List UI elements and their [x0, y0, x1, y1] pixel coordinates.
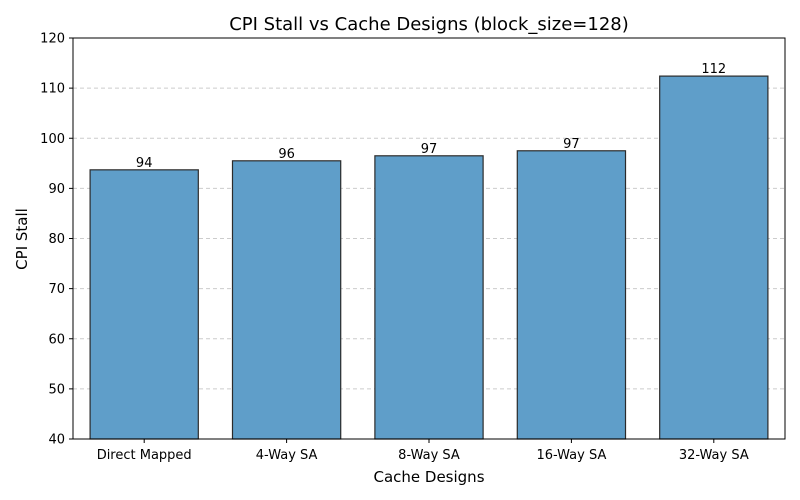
chart-title: CPI Stall vs Cache Designs (block_size=1… — [229, 14, 629, 35]
x-tick-label: 8-Way SA — [398, 448, 460, 463]
data-labels: 94 96 97 97 112 — [136, 62, 726, 171]
bar-4-way-sa — [231, 160, 342, 440]
y-tick-label: 50 — [48, 382, 65, 397]
bars — [89, 75, 769, 440]
y-tick-label: 40 — [48, 433, 65, 448]
y-tick-label: 70 — [48, 282, 65, 297]
y-tick-label: 120 — [40, 32, 65, 47]
y-tick-label: 90 — [48, 182, 65, 197]
y-tick-label: 110 — [40, 82, 65, 97]
x-axis-label: Cache Designs — [373, 468, 484, 486]
x-tick-label: 32-Way SA — [679, 448, 749, 463]
bar-32-way-sa — [659, 75, 769, 440]
data-label: 94 — [136, 156, 153, 171]
y-tick-label: 100 — [40, 132, 65, 147]
y-axis-label: CPI Stall — [13, 208, 31, 270]
x-axis-ticks: Direct Mapped 4-Way SA 8-Way SA 16-Way SA 32… — [97, 439, 749, 463]
x-tick-label: 4-Way SA — [256, 448, 318, 463]
data-label: 96 — [278, 147, 295, 162]
bar-8-way-sa — [374, 155, 484, 440]
data-label: 97 — [421, 142, 438, 157]
data-label: 97 — [563, 137, 580, 152]
y-axis-ticks: 40 50 60 70 80 90 100 110 120 — [40, 32, 73, 448]
y-tick-label: 60 — [48, 332, 65, 347]
data-label: 112 — [701, 62, 726, 77]
bar-direct-mapped — [89, 169, 199, 440]
y-tick-label: 80 — [48, 232, 65, 247]
bar-16-way-sa — [516, 150, 627, 440]
x-tick-label: 16-Way SA — [536, 448, 606, 463]
plot-frame — [72, 37, 786, 440]
x-tick-label: Direct Mapped — [97, 448, 192, 463]
